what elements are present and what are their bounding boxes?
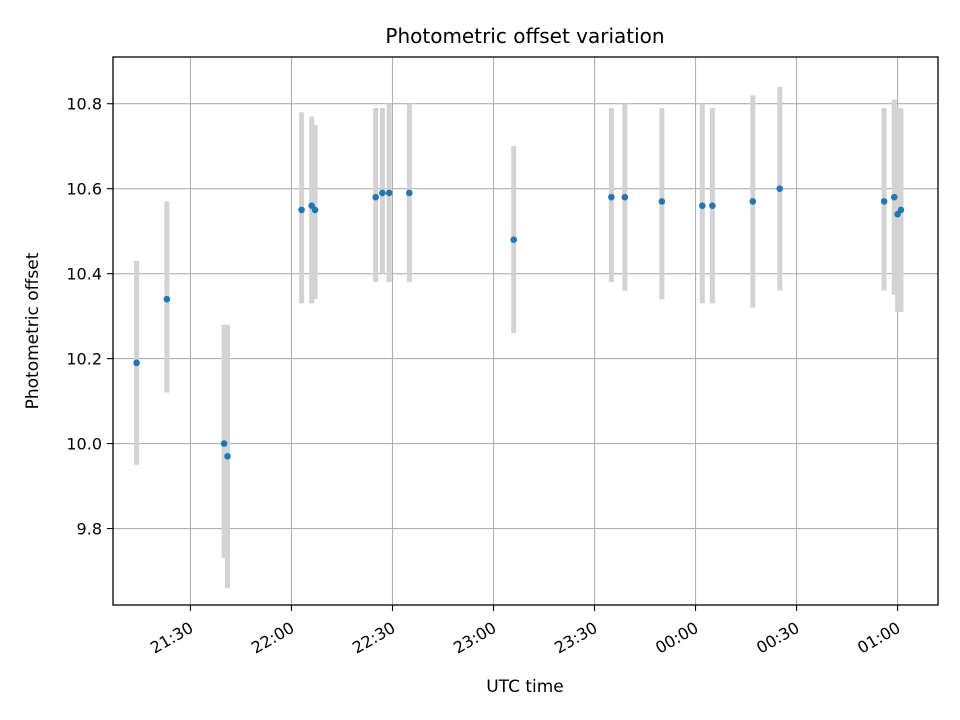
data-point <box>890 193 898 201</box>
data-point <box>133 359 140 367</box>
data-points <box>133 185 905 460</box>
data-point <box>510 236 518 243</box>
chart-title: Photometric offset variation <box>385 24 664 48</box>
x-axis-label: UTC time <box>486 677 564 697</box>
grid <box>113 57 938 605</box>
y-axis-label: Photometric offset <box>23 252 43 409</box>
data-point <box>608 193 615 201</box>
data-point <box>298 206 305 214</box>
data-point <box>379 189 386 197</box>
data-point <box>621 193 629 201</box>
data-point <box>749 198 757 205</box>
data-point <box>224 453 231 460</box>
y-axis-ticks: 9.8 10.0 10.2 10.4 10.6 10.8 <box>66 95 113 539</box>
data-point <box>220 440 228 447</box>
data-point <box>880 198 888 205</box>
y-tick-label: 10.4 <box>66 265 102 284</box>
data-point <box>163 295 171 303</box>
y-tick-label: 10.6 <box>66 180 102 199</box>
data-point <box>406 189 413 197</box>
data-point <box>658 198 666 205</box>
y-tick-label: 10.0 <box>66 435 102 454</box>
plot-frame <box>112 56 939 606</box>
data-point <box>311 206 319 214</box>
y-tick-label: 9.8 <box>77 520 102 539</box>
data-point <box>372 193 379 201</box>
data-point <box>385 189 393 197</box>
data-point <box>709 202 716 209</box>
y-tick-label: 10.8 <box>66 95 102 114</box>
y-tick-label: 10.2 <box>66 350 102 369</box>
data-point <box>897 206 905 214</box>
data-point <box>698 202 706 209</box>
data-point <box>776 185 784 192</box>
